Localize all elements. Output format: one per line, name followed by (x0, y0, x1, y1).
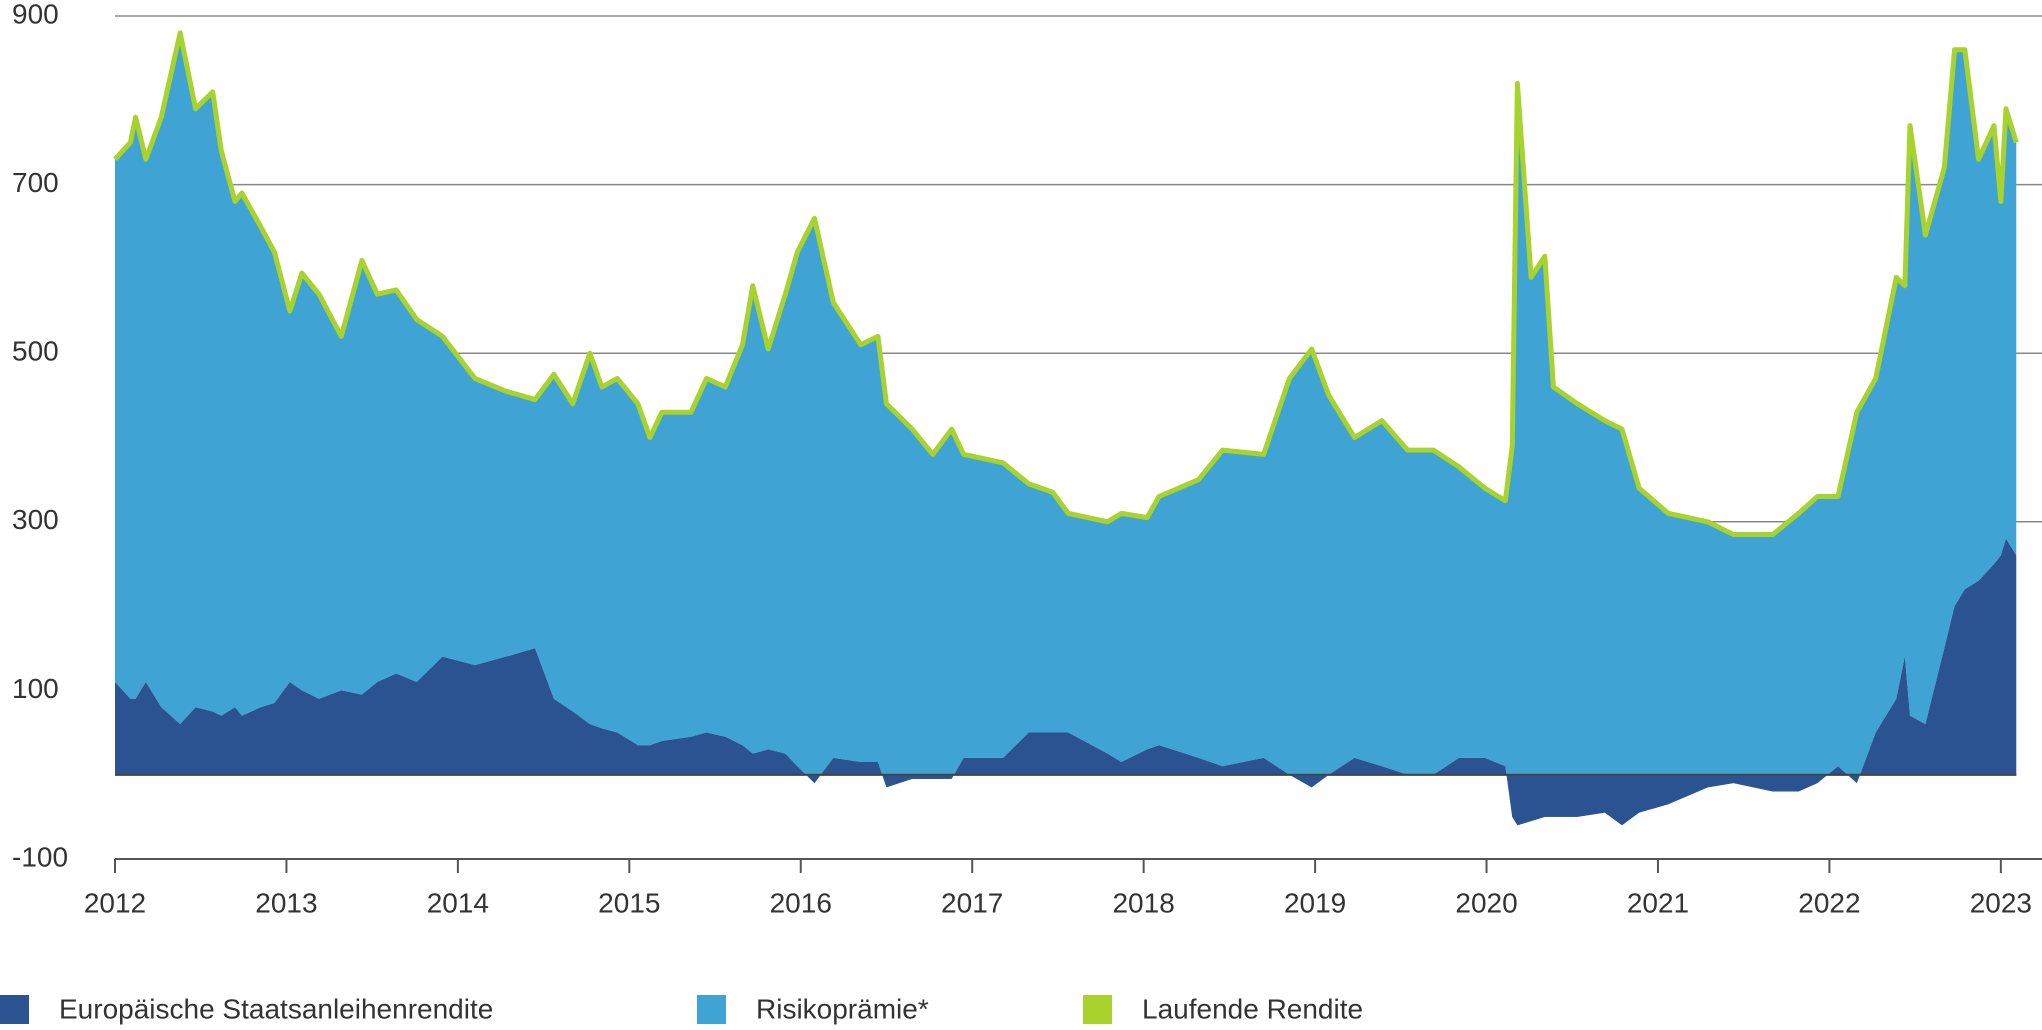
area-risk-premium (115, 32, 2017, 826)
x-tick-label: 2020 (1455, 887, 1517, 918)
legend-label: Europäische Staatsanleihenrendite (59, 993, 493, 1024)
x-tick-label: 2014 (427, 887, 489, 918)
line-current-yield (113, 30, 2019, 537)
x-tick-label: 2022 (1798, 887, 1860, 918)
x-tick-label: 2018 (1112, 887, 1174, 918)
y-tick-label: 900 (12, 0, 59, 29)
x-tick-label: 2015 (598, 887, 660, 918)
x-tick-label: 2021 (1627, 887, 1689, 918)
x-tick-label: 2017 (941, 887, 1003, 918)
y-tick-label: 500 (12, 336, 59, 367)
legend-label: Risikoprämie* (756, 993, 929, 1024)
legend-swatch (697, 995, 726, 1024)
y-tick-label: 300 (12, 504, 59, 535)
y-tick-label: 100 (12, 673, 59, 704)
y-tick-label: -100 (12, 841, 68, 872)
legend-swatch (0, 995, 29, 1024)
y-tick-label: 700 (12, 167, 59, 198)
area-government-yield (115, 538, 2017, 826)
x-tick-label: 2012 (84, 887, 146, 918)
x-tick-label: 2023 (1970, 887, 2032, 918)
x-tick-label: 2016 (770, 887, 832, 918)
legend-label: Laufende Rendite (1142, 993, 1363, 1024)
x-tick-label: 2013 (255, 887, 317, 918)
legend-swatch (1083, 995, 1112, 1024)
x-tick-label: 2019 (1284, 887, 1346, 918)
